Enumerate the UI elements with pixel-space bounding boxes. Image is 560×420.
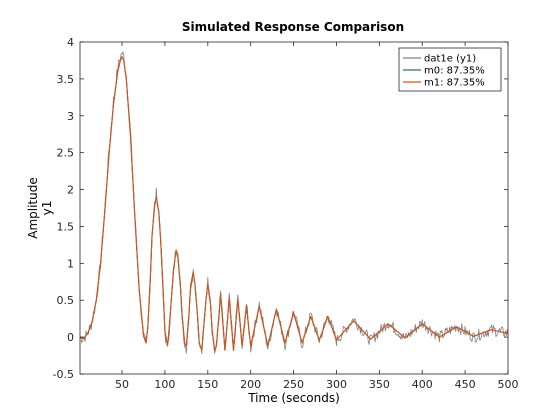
x-ticks: 50 100 150 200 250 300 350 400 450 500 — [115, 42, 519, 391]
legend-label: m0: 87.35% — [424, 66, 485, 77]
plot-area — [80, 42, 508, 374]
y-tick-label: 3 — [67, 110, 74, 123]
y-tick-label: 0.5 — [57, 294, 75, 307]
x-tick-label: 200 — [240, 378, 261, 391]
x-tick-label: 350 — [369, 378, 390, 391]
y-tick-label: 0 — [67, 331, 74, 344]
x-tick-label: 150 — [197, 378, 218, 391]
x-tick-label: 400 — [412, 378, 433, 391]
x-axis-label: Time (seconds) — [247, 391, 340, 405]
chart-title: Simulated Response Comparison — [182, 20, 404, 34]
y-axis-sublabel: y1 — [40, 201, 54, 216]
series-layer — [79, 51, 509, 355]
x-tick-label: 300 — [326, 378, 347, 391]
y-tick-label: -0.5 — [53, 368, 74, 381]
x-tick-label: 500 — [498, 378, 519, 391]
x-tick-label: 50 — [115, 378, 129, 391]
y-tick-label: 1 — [67, 257, 74, 270]
x-tick-label: 100 — [154, 378, 175, 391]
y-axis-label: Amplitude — [26, 177, 40, 239]
x-tick-label: 450 — [455, 378, 476, 391]
plot-frame — [79, 41, 509, 375]
y-ticks: -0.5 0 0.5 1 1.5 2 2.5 3 3.5 4 — [53, 36, 508, 381]
y-tick-label: 2.5 — [57, 147, 75, 160]
y-tick-label: 3.5 — [57, 73, 75, 86]
x-tick-label: 250 — [283, 378, 304, 391]
y-tick-label: 4 — [67, 36, 74, 49]
legend-label: m1: 87.35% — [424, 78, 485, 89]
series-line-2 — [79, 56, 509, 351]
legend-label: dat1e (y1) — [424, 54, 476, 65]
y-tick-label: 1.5 — [57, 220, 75, 233]
legend: dat1e (y1)m0: 87.35%m1: 87.35% — [398, 47, 502, 92]
y-tick-label: 2 — [67, 184, 74, 197]
